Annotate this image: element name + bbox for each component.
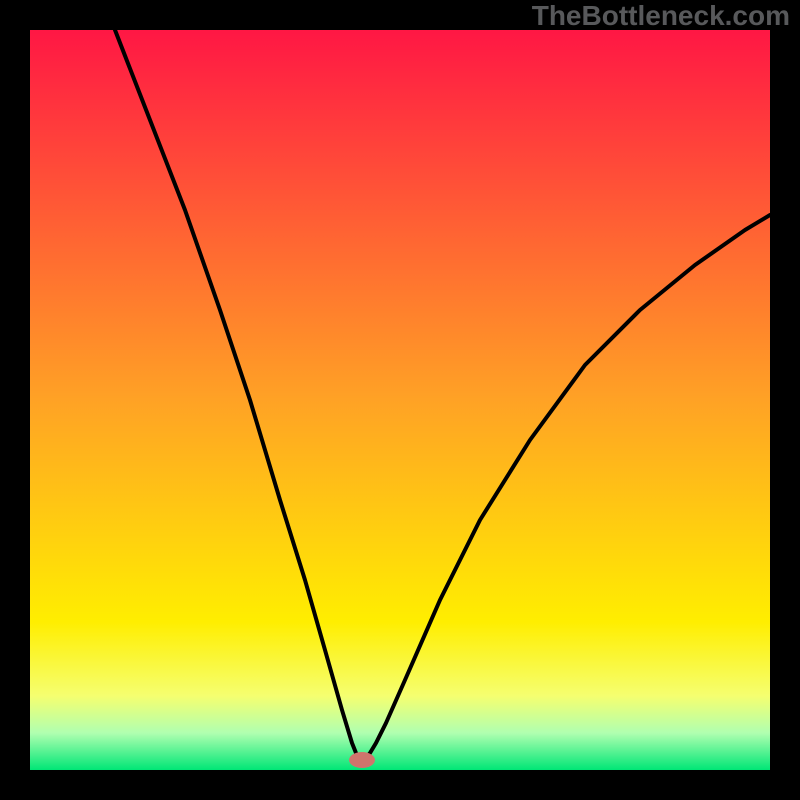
watermark-text: TheBottleneck.com xyxy=(532,0,790,32)
bottleneck-curve xyxy=(30,30,770,770)
optimum-marker xyxy=(349,752,375,768)
chart-plot-area xyxy=(30,30,770,770)
chart-outer-frame: TheBottleneck.com xyxy=(0,0,800,800)
curve-path xyxy=(115,30,770,760)
